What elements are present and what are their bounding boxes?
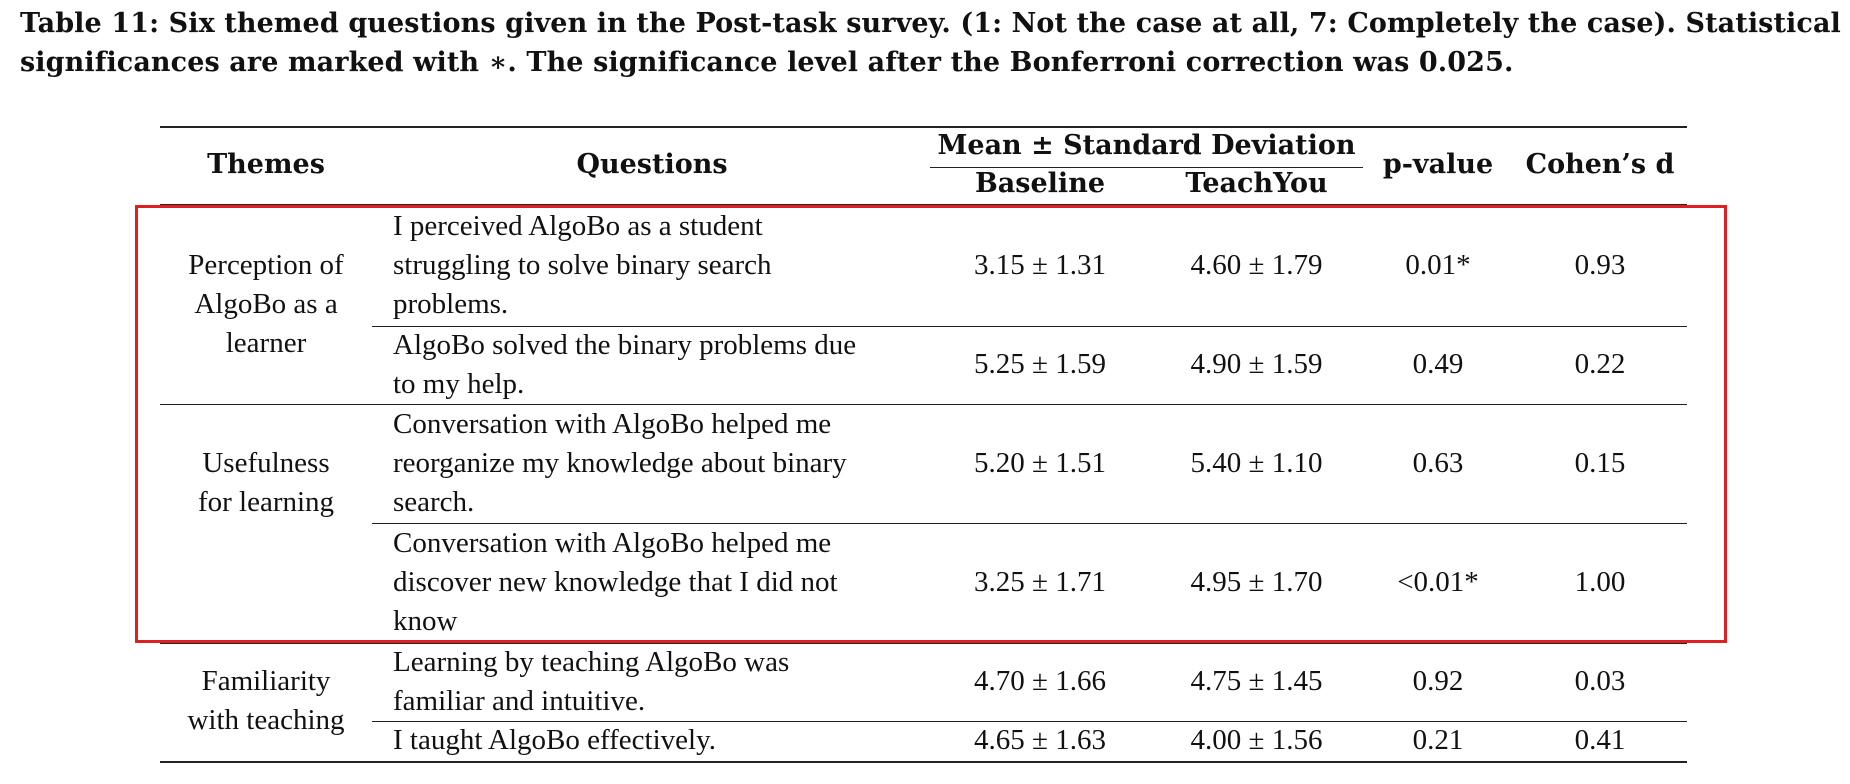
header-baseline: Baseline xyxy=(974,168,1106,199)
question-line: discover new knowledge that I did not xyxy=(393,566,838,598)
question-line: struggling to solve binary search xyxy=(393,249,772,281)
question-line: reorganize my knowledge about binary xyxy=(393,447,847,479)
caption-line-2: significances are marked with ∗. The sig… xyxy=(20,47,1514,78)
p-value: 0.21 xyxy=(1412,724,1464,756)
p-value: 0.49 xyxy=(1412,348,1464,380)
theme-divider xyxy=(160,643,1687,644)
cohens-d-value: 0.41 xyxy=(1574,724,1626,756)
question-line: search. xyxy=(393,486,475,518)
cohens-d-value: 0.15 xyxy=(1574,447,1626,479)
p-value: 0.92 xyxy=(1412,665,1464,697)
question-text: Learning by teaching AlgoBo was familiar… xyxy=(393,643,933,721)
theme-line: Familiarity xyxy=(201,665,331,697)
p-value: <0.01* xyxy=(1397,566,1479,598)
teachyou-value: 4.90 ± 1.59 xyxy=(1190,348,1323,380)
teachyou-value: 4.75 ± 1.45 xyxy=(1190,665,1323,697)
baseline-value: 4.65 ± 1.63 xyxy=(974,724,1106,756)
question-text: I perceived AlgoBo as a student struggli… xyxy=(393,207,933,324)
question-line: AlgoBo solved the binary problems due xyxy=(393,329,857,361)
baseline-value: 3.25 ± 1.71 xyxy=(974,566,1106,598)
header-bottom-rule xyxy=(160,204,1687,206)
theme-divider xyxy=(160,404,1687,405)
theme-line: learner xyxy=(225,327,307,359)
theme-line: for learning xyxy=(197,486,335,518)
theme-perception: Perception of AlgoBo as a learner xyxy=(160,246,372,363)
caption-line-1: Table 11: Six themed questions given in … xyxy=(20,8,1841,39)
question-line: Conversation with AlgoBo helped me xyxy=(393,408,832,440)
teachyou-value: 4.60 ± 1.79 xyxy=(1190,249,1323,281)
teachyou-value: 4.00 ± 1.56 xyxy=(1190,724,1323,756)
question-line: know xyxy=(393,605,458,637)
question-line: I taught AlgoBo effectively. xyxy=(393,724,716,756)
cohens-d-value: 1.00 xyxy=(1574,566,1626,598)
question-text: AlgoBo solved the binary problems due to… xyxy=(393,326,933,404)
teachyou-value: 5.40 ± 1.10 xyxy=(1190,447,1323,479)
p-value: 0.01* xyxy=(1405,249,1471,281)
theme-line: Usefulness xyxy=(202,447,330,479)
theme-line: Perception of xyxy=(188,249,344,281)
cohens-d-value: 0.93 xyxy=(1574,249,1626,281)
question-text: I taught AlgoBo effectively. xyxy=(393,721,933,760)
question-text: Conversation with AlgoBo helped me disco… xyxy=(393,524,933,641)
question-line: problems. xyxy=(393,288,509,320)
question-text: Conversation with AlgoBo helped me reorg… xyxy=(393,405,933,522)
theme-line: with teaching xyxy=(187,704,345,736)
question-line: familiar and intuitive. xyxy=(393,685,646,717)
row-divider xyxy=(372,721,1687,722)
baseline-value: 4.70 ± 1.66 xyxy=(974,665,1106,697)
table-caption: Table 11: Six themed questions given in … xyxy=(20,4,1841,82)
cohens-d-value: 0.22 xyxy=(1574,348,1626,380)
baseline-value: 3.15 ± 1.31 xyxy=(974,249,1106,281)
question-line: Conversation with AlgoBo helped me xyxy=(393,527,832,559)
row-divider xyxy=(372,523,1687,524)
header-themes: Themes xyxy=(207,149,325,180)
table-top-rule xyxy=(160,126,1687,128)
question-line: I perceived AlgoBo as a student xyxy=(393,210,763,242)
baseline-value: 5.25 ± 1.59 xyxy=(974,348,1106,380)
header-teachyou: TeachYou xyxy=(1185,168,1328,199)
row-divider xyxy=(372,326,1687,327)
baseline-value: 5.20 ± 1.51 xyxy=(974,447,1106,479)
mean-sd-underline xyxy=(930,167,1363,168)
table-bottom-rule xyxy=(160,761,1687,763)
theme-usefulness: Usefulness for learning xyxy=(160,444,372,522)
p-value: 0.63 xyxy=(1412,447,1464,479)
theme-familiarity: Familiarity with teaching xyxy=(160,662,372,740)
header-mean-sd: Mean ± Standard Deviation xyxy=(937,130,1356,161)
question-line: to my help. xyxy=(393,368,525,400)
theme-line: AlgoBo as a xyxy=(194,288,338,320)
cohens-d-value: 0.03 xyxy=(1574,665,1626,697)
question-line: Learning by teaching AlgoBo was xyxy=(393,646,790,678)
header-p-value: p-value xyxy=(1382,149,1494,180)
teachyou-value: 4.95 ± 1.70 xyxy=(1190,566,1323,598)
header-cohens-d: Cohen’s d xyxy=(1525,149,1675,180)
header-questions: Questions xyxy=(576,149,728,180)
